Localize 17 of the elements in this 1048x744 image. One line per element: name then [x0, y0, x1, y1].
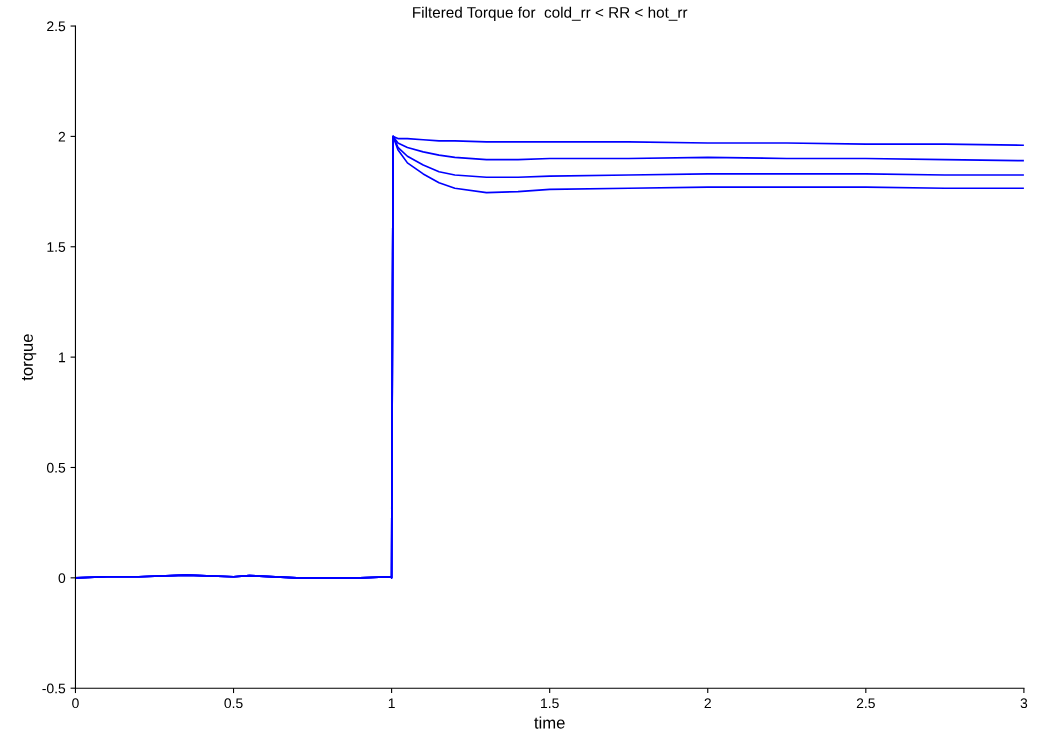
y-tick-label: 1.5 — [47, 242, 66, 252]
chart-title: Filtered Torque for cold_rr < RR < hot_rr — [413, 6, 688, 21]
x-axis-title: time — [534, 716, 565, 729]
y-tick-label: 0.5 — [46, 462, 66, 473]
y-axis-title: torque — [22, 334, 37, 381]
y-tick-label: 2.5 — [47, 21, 66, 32]
x-tick-label: 3 — [1020, 698, 1028, 709]
x-tick-label: 0 — [72, 698, 79, 709]
x-tick-label: 2 — [704, 698, 711, 708]
x-tick-label: 0.5 — [224, 698, 243, 709]
x-tick-label: 1 — [388, 698, 395, 708]
x-tick-label: 1.5 — [541, 698, 559, 709]
y-tick-label: 0 — [58, 573, 66, 584]
x-tick-label: 2.5 — [856, 698, 875, 709]
y-tick-label: -0.5 — [42, 683, 66, 694]
y-tick-label: 2 — [58, 131, 66, 142]
y-tick-label: 1 — [59, 352, 66, 363]
